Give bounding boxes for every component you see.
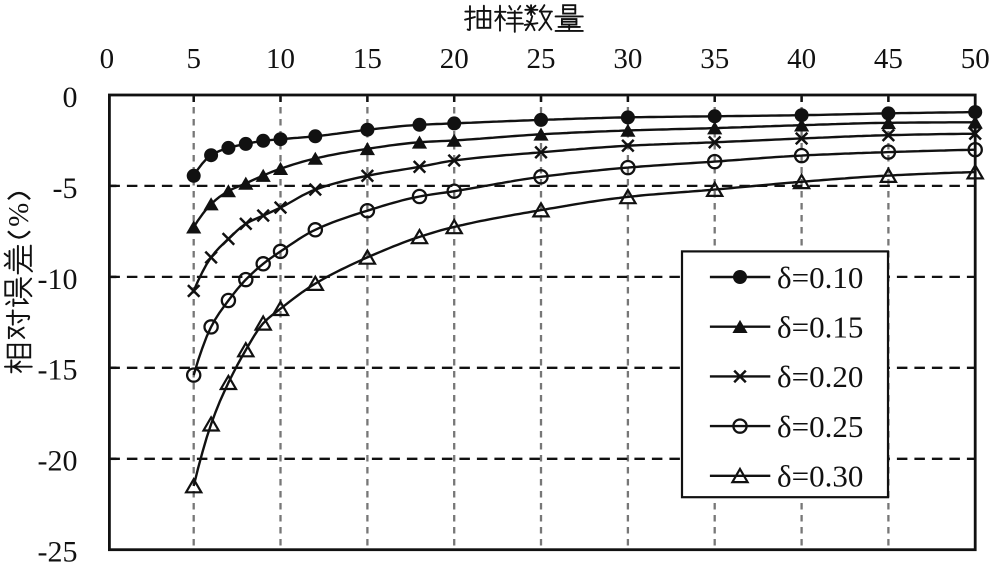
svg-text:5: 5 [186, 43, 201, 75]
svg-text:40: 40 [787, 43, 816, 75]
svg-text:%: % [3, 203, 35, 227]
svg-text:-15: -15 [38, 354, 78, 387]
svg-text:0: 0 [100, 43, 115, 75]
svg-text:15: 15 [353, 43, 382, 75]
svg-text:0: 0 [63, 81, 78, 114]
svg-text:10: 10 [266, 43, 295, 75]
svg-text:-10: -10 [38, 263, 78, 296]
svg-text:δ=0.10: δ=0.10 [777, 260, 863, 295]
svg-text:20: 20 [440, 43, 469, 75]
svg-text:45: 45 [874, 43, 903, 75]
svg-text:25: 25 [527, 43, 556, 75]
svg-text:35: 35 [700, 43, 729, 75]
svg-text:δ=0.25: δ=0.25 [777, 409, 863, 444]
svg-text:-20: -20 [38, 445, 78, 478]
svg-text:50: 50 [961, 43, 990, 75]
svg-text:30: 30 [613, 43, 642, 75]
svg-text:-5: -5 [53, 172, 78, 205]
svg-text:δ=0.30: δ=0.30 [777, 459, 863, 494]
svg-text:δ=0.20: δ=0.20 [777, 359, 863, 394]
svg-text:-25: -25 [38, 536, 78, 569]
svg-text:δ=0.15: δ=0.15 [777, 310, 863, 345]
